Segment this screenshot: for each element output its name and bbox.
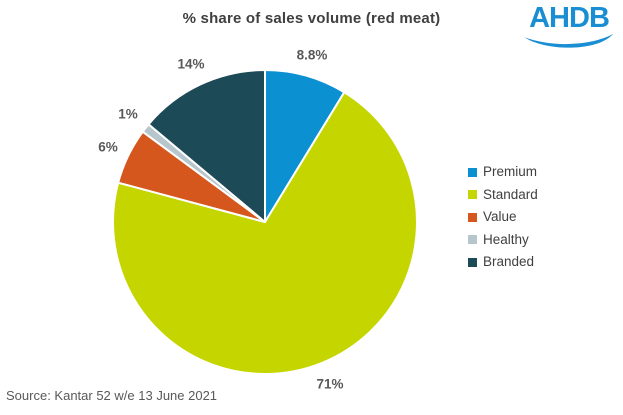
chart-title: % share of sales volume (red meat) (182, 10, 441, 27)
legend-label-standard: Standard (483, 186, 538, 202)
legend-item-standard: Standard (468, 186, 538, 202)
slice-label-branded: 14% (177, 56, 205, 72)
legend-label-healthy: Healthy (483, 231, 529, 247)
legend-swatch-healthy (468, 235, 477, 244)
slice-label-standard: 71% (316, 376, 344, 392)
legend-swatch-premium (468, 167, 477, 177)
legend-swatch-value (468, 212, 477, 222)
legend: Premium Standard Value Healthy Branded (468, 165, 538, 278)
ahdb-logo-text: AHDB (529, 2, 610, 34)
pie-slice-branded (147, 69, 266, 223)
slice-label-value: 6% (98, 139, 118, 155)
pie-slice-standard (112, 91, 418, 375)
legend-label-premium: Premium (483, 164, 538, 179)
slice-label-premium: 8.8% (296, 47, 328, 63)
legend-item-value: Value (468, 210, 538, 224)
legend-item-branded: Branded (468, 255, 538, 269)
legend-item-healthy: Healthy (468, 231, 538, 247)
legend-label-value: Value (483, 209, 517, 224)
slice-label-healthy: 1% (118, 106, 138, 122)
legend-item-premium: Premium (468, 165, 538, 179)
ahdb-logo: AHDB (523, 4, 615, 48)
source-note: Source: Kantar 52 w/e 13 June 2021 (6, 388, 218, 403)
ahdb-logo-wave-icon (524, 33, 614, 48)
pie-slice-premium (264, 69, 346, 223)
legend-label-branded: Branded (483, 254, 535, 269)
legend-swatch-standard (468, 190, 477, 199)
legend-swatch-branded (468, 257, 477, 267)
